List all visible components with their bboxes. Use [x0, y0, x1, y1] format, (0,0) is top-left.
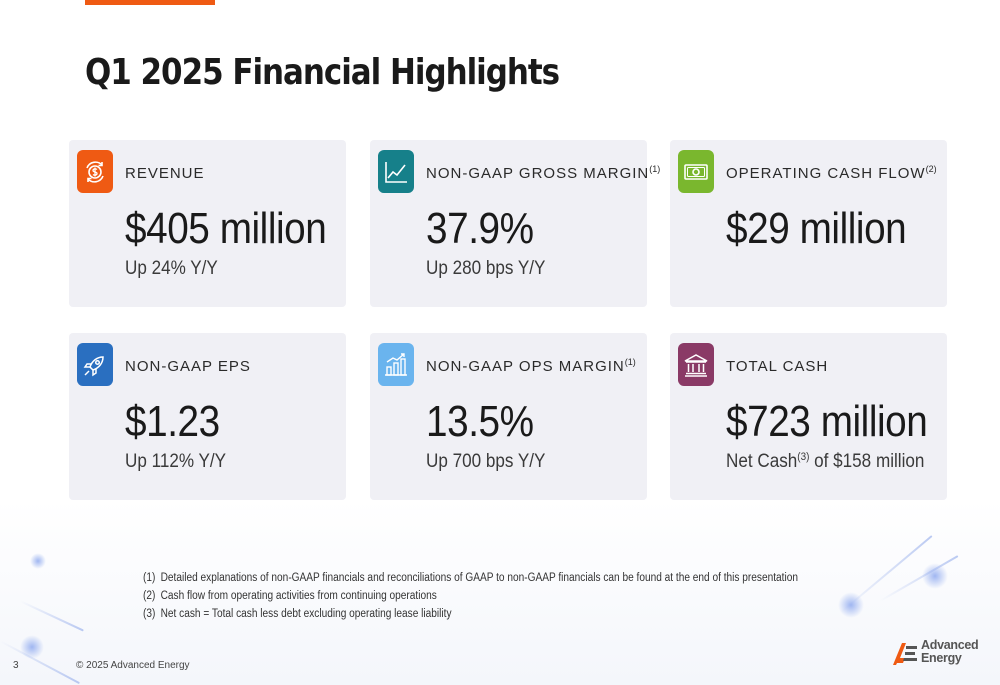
rocket-icon: [77, 343, 113, 386]
kpi-change: Up 112% Y/Y: [125, 451, 227, 472]
line-chart-icon: [378, 150, 414, 193]
kpi-label: NON-GAAP EPS: [125, 358, 251, 375]
background-glow: [922, 563, 948, 589]
kpi-card-ops-margin: NON-GAAP OPS MARGIN(1) 13.5% Up 700 bps …: [370, 333, 647, 500]
kpi-card-gross-margin: NON-GAAP GROSS MARGIN(1) 37.9% Up 280 bp…: [370, 140, 660, 307]
kpi-card-total-cash: TOTAL CASH $723 million Net Cash(3) of $…: [670, 333, 947, 500]
kpi-label: OPERATING CASH FLOW(2): [726, 164, 937, 182]
footnotes: (1) Detailed explanations of non-GAAP fin…: [143, 569, 798, 623]
kpi-value: 37.9%: [426, 204, 534, 253]
kpi-value: $1.23: [125, 397, 220, 446]
kpi-value: 13.5%: [426, 397, 534, 446]
kpi-label: TOTAL CASH: [726, 358, 829, 375]
logo-mark-icon: [893, 643, 917, 665]
kpi-change: Up 700 bps Y/Y: [426, 451, 546, 472]
kpi-change: Up 280 bps Y/Y: [426, 258, 546, 279]
bank-icon: [678, 343, 714, 386]
kpi-value: $723 million: [726, 397, 928, 446]
kpi-label: NON-GAAP OPS MARGIN(1): [426, 357, 636, 375]
kpi-label: NON-GAAP GROSS MARGIN(1): [426, 164, 661, 182]
kpi-card-eps: NON-GAAP EPS $1.23 Up 112% Y/Y: [69, 333, 346, 500]
footnote: (3) Net cash = Total cash less debt exclu…: [143, 608, 452, 620]
kpi-label: REVENUE: [125, 165, 205, 182]
kpi-card-revenue: REVENUE $405 million Up 24% Y/Y: [69, 140, 346, 307]
footnote: (2) Cash flow from operating activities f…: [143, 590, 437, 602]
dollar-cycle-icon: [77, 150, 113, 193]
background-fade: [0, 500, 1000, 685]
kpi-value: $405 million: [125, 204, 327, 253]
accent-bar: [85, 0, 215, 5]
kpi-value: $29 million: [726, 204, 907, 253]
advanced-energy-logo: Advanced Energy: [893, 639, 988, 669]
background-glow: [838, 592, 864, 618]
banknote-icon: [678, 150, 714, 193]
kpi-change: Net Cash(3) of $158 million: [726, 451, 925, 472]
page-title: Q1 2025 Financial Highlights: [85, 52, 560, 93]
kpi-change: Up 24% Y/Y: [125, 258, 218, 279]
copyright: © 2025 Advanced Energy: [76, 660, 190, 671]
kpi-card-operating-cash-flow: OPERATING CASH FLOW(2) $29 million: [670, 140, 947, 307]
background-glow: [20, 635, 44, 659]
footnote: (1) Detailed explanations of non-GAAP fin…: [143, 572, 799, 584]
logo-text: Advanced Energy: [921, 638, 979, 665]
bar-chart-icon: [378, 343, 414, 386]
background-glow: [30, 553, 46, 569]
page-number: 3: [13, 660, 19, 671]
